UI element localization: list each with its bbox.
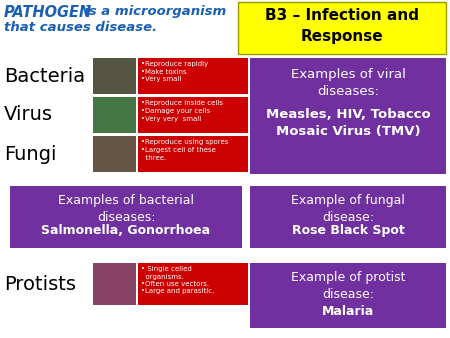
FancyBboxPatch shape [138, 58, 248, 94]
FancyBboxPatch shape [238, 2, 446, 54]
Text: •Reproduce rapidly
•Make toxins
•Very small: •Reproduce rapidly •Make toxins •Very sm… [141, 61, 208, 82]
Text: • Single celled
  organisms.
•Often use vectors.
•Large and parasitic.: • Single celled organisms. •Often use ve… [141, 266, 214, 294]
Text: Bacteria: Bacteria [4, 67, 85, 86]
Text: Examples of bacterial
diseases:: Examples of bacterial diseases: [58, 194, 194, 224]
Text: that causes disease.: that causes disease. [4, 21, 157, 34]
FancyBboxPatch shape [93, 97, 136, 133]
Text: Protists: Protists [4, 274, 76, 293]
FancyBboxPatch shape [250, 263, 446, 328]
FancyBboxPatch shape [250, 186, 446, 248]
Text: Malaria: Malaria [322, 305, 374, 318]
Text: B3 – Infection and
Response: B3 – Infection and Response [265, 8, 419, 44]
Text: Example of protist
disease:: Example of protist disease: [291, 271, 405, 301]
FancyBboxPatch shape [138, 97, 248, 133]
FancyBboxPatch shape [250, 58, 446, 174]
Text: •Reproduce using spores
•Largest cell of these
  three.: •Reproduce using spores •Largest cell of… [141, 139, 228, 161]
Text: PATHOGEN: PATHOGEN [4, 5, 92, 20]
Text: Rose Black Spot: Rose Black Spot [292, 224, 405, 237]
Text: Measles, HIV, Tobacco
Mosaic Virus (TMV): Measles, HIV, Tobacco Mosaic Virus (TMV) [266, 108, 430, 138]
Text: Examples of viral
diseases:: Examples of viral diseases: [291, 68, 405, 98]
FancyBboxPatch shape [93, 58, 136, 94]
FancyBboxPatch shape [10, 186, 242, 248]
FancyBboxPatch shape [93, 136, 136, 172]
Text: is a microorganism: is a microorganism [75, 5, 226, 18]
Text: •Reproduce inside cells
•Damage your cells
•Very very  small: •Reproduce inside cells •Damage your cel… [141, 100, 223, 121]
FancyBboxPatch shape [138, 263, 248, 305]
Text: Salmonella, Gonorrhoea: Salmonella, Gonorrhoea [41, 224, 211, 237]
Text: Example of fungal
disease:: Example of fungal disease: [291, 194, 405, 224]
FancyBboxPatch shape [138, 136, 248, 172]
Text: Virus: Virus [4, 105, 53, 124]
FancyBboxPatch shape [93, 263, 136, 305]
Text: Fungi: Fungi [4, 145, 57, 164]
